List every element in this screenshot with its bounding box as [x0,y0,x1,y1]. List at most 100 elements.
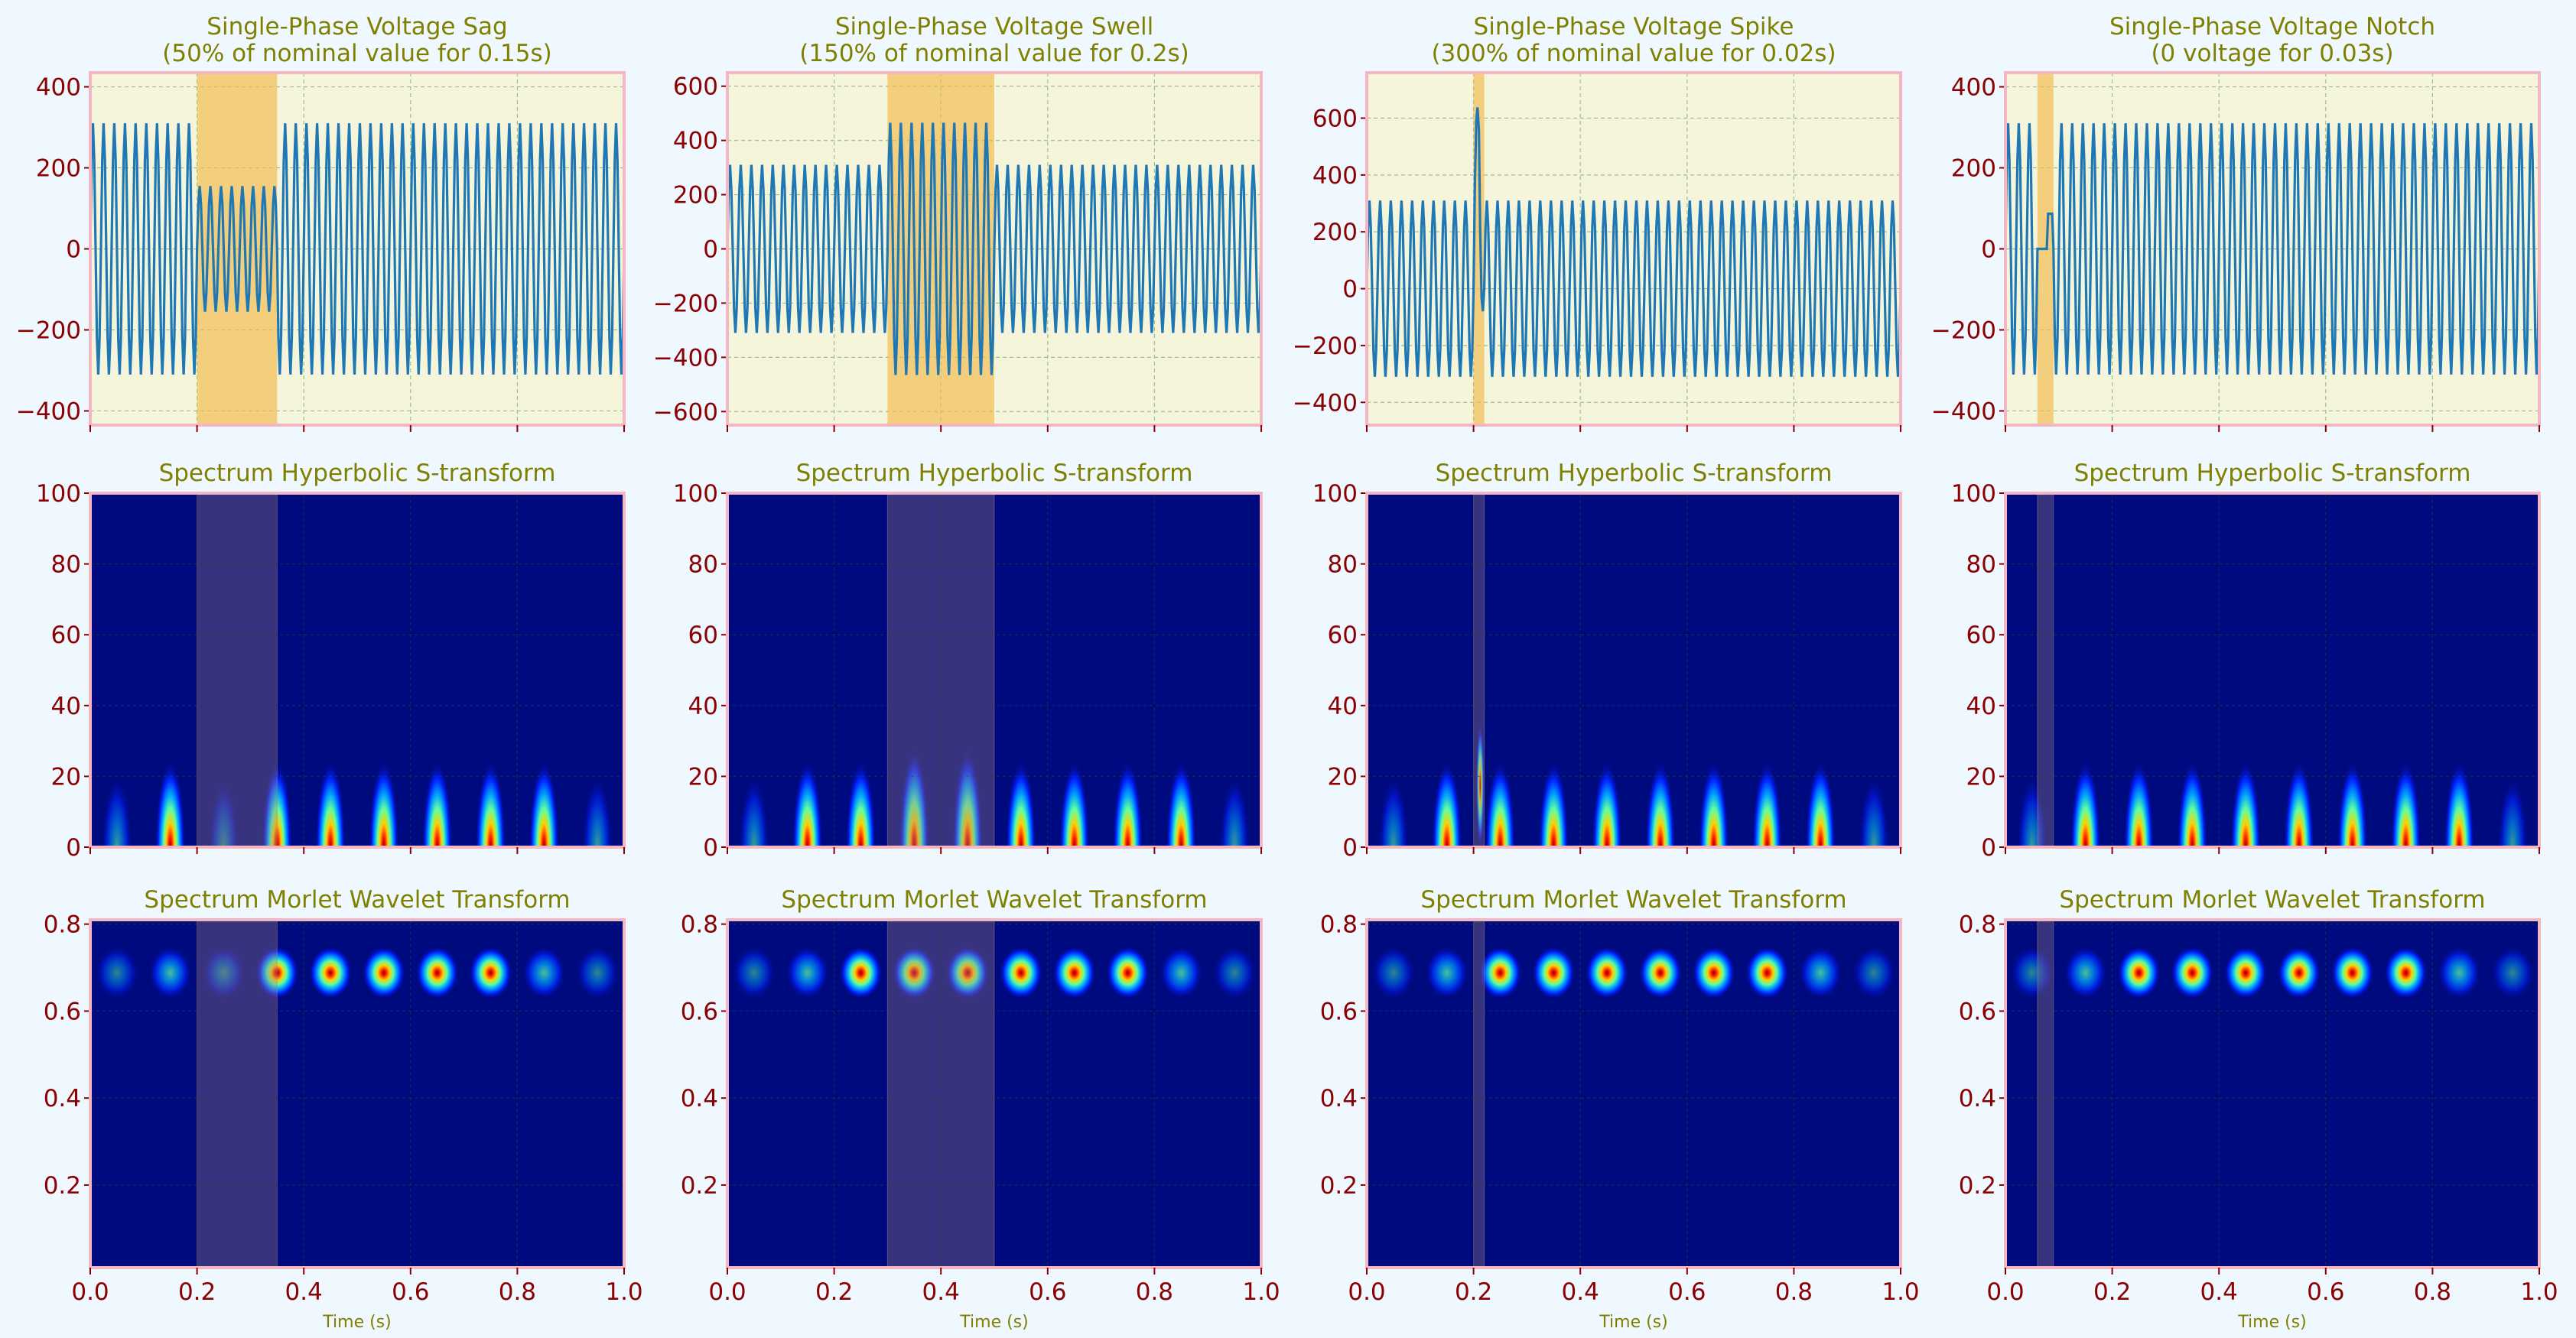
heatmap [727,493,1261,847]
morlet-panel-spike: 0.2 0.4 0.6 0.8 0.0 0.2 0.4 0.6 0.8 1.0 Time (s) Sp… [1320,886,1920,1332]
x-tick-label: 0.2 [1455,1278,1492,1306]
y-tick-label: 60 [1328,622,1358,649]
disturbance-highlight [2037,493,2054,847]
plot-border [89,918,626,1269]
spectrum-blob [1699,761,1729,847]
s-transform-panel-sag: 0 20 40 60 80 100 Spectrum Hyperbolic S-transf… [36,460,626,862]
y-tick-label: 0.8 [44,911,81,939]
spectrum-blob [845,761,877,847]
y-tick-label: 80 [51,551,81,579]
waveform-panel-swell: −600 −400 −200 0 200 400 600 Single-Phase Volta… [653,13,1263,432]
wavelet-blob [1692,947,1735,999]
panel-title: Spectrum Morlet Wavelet Transform [1420,886,1846,914]
disturbance-highlight [197,920,278,1268]
wavelet-blob [2491,947,2535,999]
y-tick-label: 0 [1981,236,1996,264]
wavelet-blob [522,947,566,999]
x-tick-label: 0.0 [1986,1278,2024,1306]
y-tick-label: 400 [673,128,718,155]
y-tick-label: 0.4 [1320,1085,1358,1112]
x-tick-label: 0.4 [1562,1278,1599,1306]
wavelet-blob [148,947,192,999]
spectrum-blob [2017,777,2047,847]
heatmap [2005,920,2539,1268]
spectrum-blob [1751,761,1783,847]
wavelet-blob [1160,947,1203,999]
panel-subtitle: (150% of nominal value for 0.2s) [799,40,1189,67]
panel-title: Spectrum Hyperbolic S-transform [1436,460,1833,487]
morlet-panel-sag: 0.2 0.4 0.6 0.8 0.0 0.2 0.4 0.6 0.8 1.0 Time (s) Sp… [44,886,643,1332]
wavelet-blob [202,947,246,999]
y-tick-label: 20 [51,763,81,791]
morlet-panel-notch: 0.2 0.4 0.6 0.8 0.0 0.2 0.4 0.6 0.8 1.0 Time (s) Sp… [1959,886,2558,1332]
panel-subtitle: (300% of nominal value for 0.02s) [1431,40,1836,67]
heatmap [90,493,624,847]
x-tick-label: 0.8 [499,1278,536,1306]
y-tick-label: 0.6 [1959,998,1996,1025]
spectrum-blob [2337,761,2368,847]
wavelet-blob [2438,947,2481,999]
y-tick-label: 600 [673,73,718,101]
disturbance-highlight [886,493,995,847]
waveform-panel-spike: −400 −200 0 200 400 600 Single-Phase Voltage S… [1293,13,1902,432]
plot-border [2004,71,2541,427]
x-tick-label: 0.8 [1136,1278,1173,1306]
y-tick-label: 80 [1328,551,1358,579]
spectrum-blob [1166,761,1196,847]
y-tick-label: 200 [673,182,718,209]
spectrum-blob [899,749,929,847]
x-tick-label: 0.6 [392,1278,429,1306]
spectrum-blob [2390,761,2422,847]
y-tick-label: 0 [703,834,718,862]
y-tick-label: 0 [66,236,81,264]
spectrum-blob [155,761,186,847]
s-transform-panel-swell: 0 20 40 60 80 100 Spectrum Hyperbolic S-transf… [673,460,1263,862]
spectrum-blob [315,761,346,847]
panel-title: Spectrum Hyperbolic S-transform [2074,460,2471,487]
plot-border [726,918,1263,1269]
spectrum-blob [1805,761,1836,847]
y-tick-label: 0.8 [1320,911,1358,939]
heatmap [1367,920,1901,1268]
panel-title: Spectrum Morlet Wavelet Transform [781,886,1207,914]
x-tick-label: 1.0 [2520,1278,2558,1306]
y-tick-label: 60 [51,622,81,649]
spectrum-blob [529,761,559,847]
wavelet-blob [309,947,353,999]
x-tick-label: 0.6 [1668,1278,1706,1306]
y-tick-label: 100 [673,480,718,508]
x-tick-label: 1.0 [605,1278,642,1306]
panel-title: Single-Phase Voltage Spike [1474,13,1794,41]
y-tick-label: 0.2 [681,1172,718,1200]
spectrum-blob [422,761,453,847]
heatmap [2005,493,2539,847]
y-tick-label: −200 [16,317,81,344]
plot-border [1365,71,1902,427]
morlet-panel-swell: 0.2 0.4 0.6 0.8 0.0 0.2 0.4 0.6 0.8 1.0 Time (s) Sp… [681,886,1280,1332]
wavelet-blob [1425,947,1469,999]
y-tick-label: 0.4 [681,1085,718,1112]
spectrum-blob [1538,761,1569,847]
y-tick-label: 20 [1966,763,1996,791]
wavelet-blob [893,947,936,999]
x-tick-label: 0.4 [2200,1278,2238,1306]
y-tick-label: −200 [653,290,718,317]
y-tick-label: 60 [1966,622,1996,649]
panel-subtitle: (0 voltage for 0.03s) [2151,40,2393,67]
y-tick-label: 0.4 [44,1085,81,1112]
x-axis-label: Time (s) [1599,1313,1667,1332]
x-axis-label: Time (s) [959,1313,1028,1332]
y-tick-label: −600 [653,398,718,426]
voltage-line [2004,123,2541,375]
spectrum-blob [2444,761,2474,847]
y-tick-label: 200 [1312,219,1358,246]
wavelet-blob [1745,947,1789,999]
spectrum-blob [1592,761,1622,847]
plot-border [726,492,1263,849]
y-tick-label: 20 [688,763,718,791]
wavelet-blob [95,947,138,999]
disturbance-highlight [1473,493,1485,847]
x-tick-label: 0.8 [2414,1278,2451,1306]
voltage-line [89,123,626,375]
